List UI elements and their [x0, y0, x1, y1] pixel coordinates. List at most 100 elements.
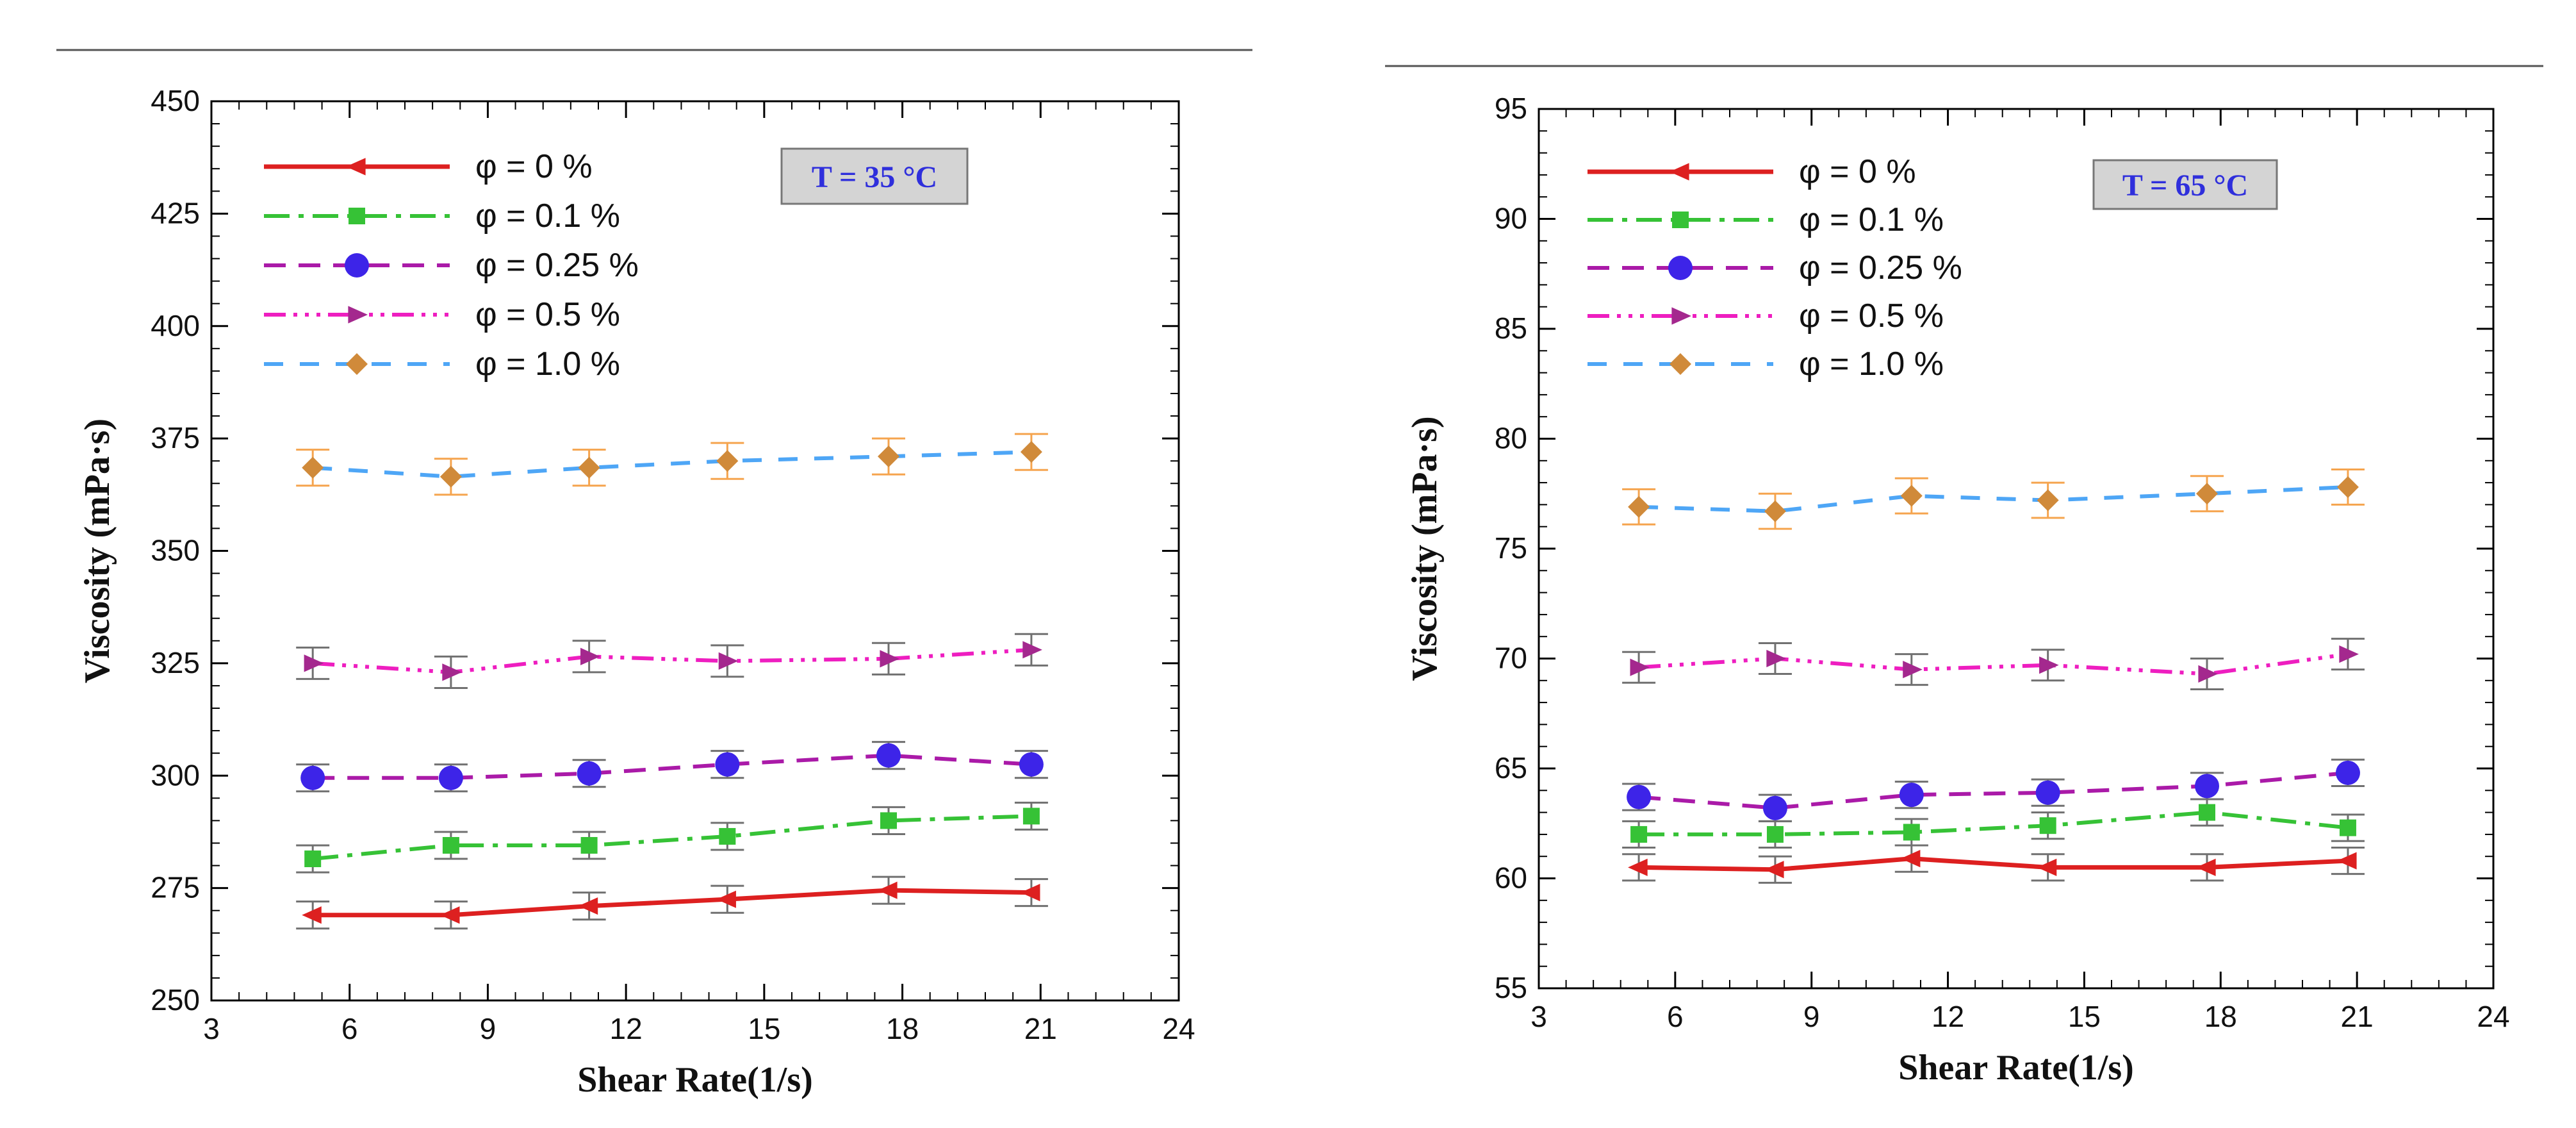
- y-tick-label: 350: [151, 534, 200, 567]
- series-line: [1638, 652, 2349, 676]
- y-tick-label: 75: [1495, 531, 1527, 565]
- x-tick-label: 3: [1530, 1000, 1547, 1033]
- data-point: [2339, 645, 2359, 663]
- x-tick-label: 21: [2341, 1000, 2374, 1033]
- data-point: [2195, 774, 2219, 799]
- data-point: [2335, 760, 2360, 785]
- series-line: [312, 647, 1032, 674]
- y-tick-label: 70: [1495, 642, 1527, 675]
- x-tick-label: 18: [2204, 1000, 2237, 1033]
- chart-panel-1: 250 275 300 325 350 375 400 425 450 3 6 9 12 15 18 21 24…: [56, 49, 1252, 1100]
- data-point: [2037, 489, 2059, 511]
- data-point: [580, 647, 600, 665]
- legend-label: φ = 0.1 %: [475, 197, 620, 235]
- temperature-annotation: T = 65 °C: [2122, 169, 2248, 203]
- legend-label: φ = 1.0 %: [475, 345, 620, 383]
- x-tick-label: 21: [1024, 1012, 1057, 1045]
- legend-marker: [1669, 353, 1691, 375]
- temperature-annotation-box: [780, 147, 969, 205]
- y-tick-label: 55: [1495, 971, 1527, 1004]
- data-point: [876, 743, 901, 768]
- series-line: [1639, 856, 2349, 872]
- data-point: [718, 652, 739, 670]
- data-point: [716, 890, 736, 908]
- legend-label: φ = 0.25 %: [475, 247, 639, 284]
- temperature-annotation-box: [2092, 159, 2278, 210]
- y-tick-label: 65: [1495, 751, 1527, 784]
- y-tick-label: 275: [151, 871, 200, 904]
- x-tick-label: 24: [1162, 1012, 1195, 1045]
- legend-marker: [349, 208, 365, 224]
- legend-marker: [1669, 163, 1689, 181]
- data-point: [1762, 795, 1787, 820]
- data-point: [1766, 649, 1786, 668]
- y-tick-label: 250: [151, 983, 200, 1016]
- series-line: [1638, 485, 2349, 513]
- data-point: [1627, 784, 1652, 809]
- x-tick-label: 12: [1932, 1000, 1964, 1033]
- data-point: [442, 663, 462, 681]
- data-point: [1022, 641, 1042, 659]
- x-tick-label: 24: [2477, 1000, 2509, 1033]
- data-point: [1628, 495, 1650, 518]
- data-point: [302, 906, 322, 924]
- data-point: [2039, 817, 2056, 834]
- data-point: [1764, 861, 1784, 879]
- series-line: [313, 753, 1032, 780]
- legend-label: φ = 0.1 %: [1799, 201, 1944, 238]
- x-tick-label: 6: [341, 1012, 358, 1045]
- series-line: [313, 888, 1031, 918]
- legend-label: φ = 0 %: [475, 148, 593, 185]
- temperature-annotation: T = 35 °C: [812, 160, 937, 194]
- legend-label: φ = 0.5 %: [1799, 297, 1944, 335]
- data-point: [1903, 824, 1920, 841]
- data-point: [2336, 476, 2359, 498]
- series-4: [1622, 638, 2365, 691]
- series-line: [1639, 810, 2349, 836]
- x-tick-label: 6: [1667, 1000, 1684, 1033]
- data-point: [1900, 485, 1923, 507]
- data-point: [878, 445, 899, 468]
- y-tick-label: 90: [1495, 202, 1527, 235]
- data-point: [439, 465, 462, 488]
- legend-marker: [346, 353, 368, 375]
- series-line: [1638, 770, 2349, 810]
- data-point: [1628, 858, 1648, 876]
- legend-marker: [348, 306, 368, 324]
- series-2: [296, 801, 1048, 874]
- data-point: [1903, 661, 1923, 679]
- data-point: [439, 906, 460, 924]
- x-tick-label: 9: [480, 1012, 496, 1045]
- data-point: [1766, 825, 1784, 843]
- data-point: [577, 761, 602, 786]
- x-axis-title: Shear Rate(1/s): [577, 1060, 813, 1100]
- series-5: [1622, 469, 2365, 530]
- data-point: [880, 812, 897, 829]
- y-tick-label: 400: [151, 309, 200, 342]
- legend-label: φ = 1.0 %: [1799, 345, 1944, 383]
- data-point: [1630, 825, 1648, 843]
- data-point: [2196, 483, 2218, 505]
- x-tick-label: 3: [203, 1012, 220, 1045]
- data-point: [442, 836, 459, 854]
- data-point: [580, 836, 598, 854]
- data-point: [2196, 858, 2216, 876]
- data-point: [578, 897, 598, 915]
- data-point: [1019, 752, 1044, 777]
- data-point: [716, 450, 739, 472]
- data-point: [1764, 500, 1786, 522]
- legend-label: φ = 0.5 %: [475, 296, 620, 333]
- series-5: [296, 433, 1048, 496]
- data-point: [438, 765, 463, 790]
- data-point: [715, 752, 740, 777]
- data-point: [2035, 780, 2060, 805]
- data-point: [302, 456, 324, 479]
- data-point: [2339, 819, 2356, 836]
- x-axis-title: Shear Rate(1/s): [1898, 1048, 2134, 1088]
- legend-label: φ = 0.25 %: [1799, 249, 1962, 286]
- series-3: [296, 741, 1048, 793]
- y-tick-label: 425: [151, 196, 200, 229]
- x-tick-label: 12: [610, 1012, 643, 1045]
- y-tick-label: 325: [151, 646, 200, 679]
- data-point: [719, 827, 736, 845]
